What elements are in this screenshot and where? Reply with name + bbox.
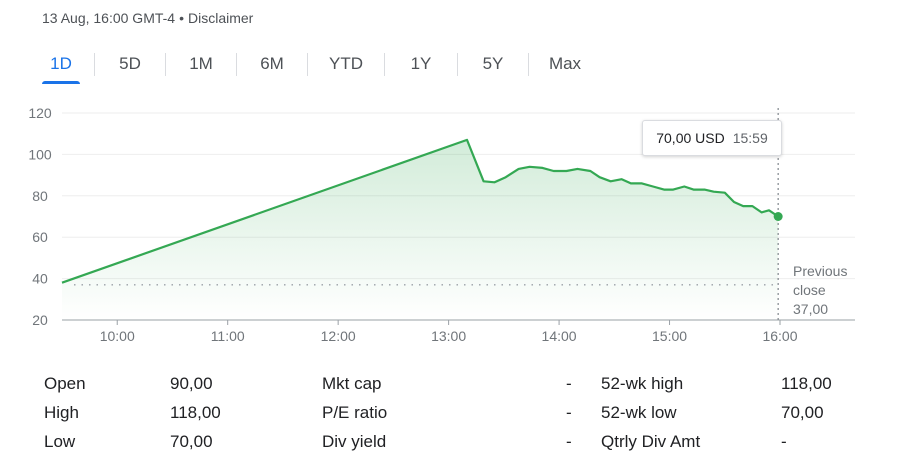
- stat-label-div-yield: Div yield: [322, 432, 387, 451]
- stats-row: Low 70,00 Div yield - Qtrly Div Amt -: [0, 428, 907, 456]
- tab-divider: [384, 53, 385, 76]
- previous-close-value: 37,00: [793, 301, 828, 317]
- previous-close-label: close: [793, 282, 826, 298]
- stat-label-high: High: [44, 403, 79, 422]
- stat-value-high: 118,00: [170, 403, 221, 422]
- tab-5y[interactable]: 5Y: [482, 54, 504, 73]
- tab-5d[interactable]: 5D: [119, 54, 141, 73]
- stat-label-qtrly-div-amt: Qtrly Div Amt: [601, 432, 701, 451]
- x-tick-label: 15:00: [652, 328, 687, 344]
- stat-value-open: 90,00: [170, 374, 213, 393]
- y-tick-label: 60: [32, 229, 48, 245]
- y-tick-label: 40: [32, 271, 48, 287]
- price-area-fill: [62, 139, 779, 320]
- tab-1m[interactable]: 1M: [189, 54, 213, 73]
- separator-dot: •: [179, 10, 184, 26]
- tab-6m[interactable]: 6M: [260, 54, 284, 73]
- stat-label-low: Low: [44, 432, 76, 451]
- tab-ytd[interactable]: YTD: [329, 54, 363, 73]
- stat-label-open: Open: [44, 374, 86, 393]
- price-chart[interactable]: 120 100 80 60 40 20 10:00 11:00 12:00 13:00 14:00…: [0, 95, 907, 360]
- tab-divider: [94, 53, 95, 76]
- range-tabs: 1D 5D 1M 6M YTD 1Y 5Y Max: [28, 48, 601, 86]
- stat-label-52wk-high: 52-wk high: [601, 374, 684, 393]
- tooltip-price: 70,00 USD: [656, 130, 725, 146]
- previous-close-label: Previous: [793, 263, 847, 279]
- x-tick-label: 12:00: [321, 328, 356, 344]
- y-tick-label: 100: [28, 146, 52, 162]
- tab-divider: [457, 53, 458, 76]
- stat-value-mkt-cap: -: [566, 374, 572, 393]
- x-tick-label: 13:00: [431, 328, 466, 344]
- x-tick-label: 10:00: [100, 328, 135, 344]
- y-tick-label: 20: [32, 312, 48, 328]
- stats-row: High 118,00 P/E ratio - 52-wk low 70,00: [0, 399, 907, 427]
- tab-1y[interactable]: 1Y: [410, 54, 432, 73]
- x-tick-label: 14:00: [542, 328, 577, 344]
- y-tick-label: 80: [32, 188, 48, 204]
- tab-divider: [236, 53, 237, 76]
- stat-value-qtrly-div-amt: -: [781, 432, 787, 451]
- tooltip-time: 15:59: [732, 130, 768, 146]
- tab-divider: [165, 53, 166, 76]
- tab-divider: [528, 53, 529, 76]
- price-tooltip: 70,00 USD 15:59: [642, 120, 782, 156]
- x-tick-label: 16:00: [762, 328, 797, 344]
- price-line: [61, 138, 779, 284]
- stat-label-mkt-cap: Mkt cap: [322, 374, 382, 393]
- stats-row: Open 90,00 Mkt cap - 52-wk high 118,00: [0, 370, 907, 398]
- stat-label-52wk-low: 52-wk low: [601, 403, 677, 422]
- tab-divider: [307, 53, 308, 76]
- y-axis-ticks: 120 100 80 60 40 20: [28, 105, 52, 328]
- quote-timestamp-line: 13 Aug, 16:00 GMT-4 • Disclaimer: [42, 10, 253, 26]
- tab-1d[interactable]: 1D: [28, 48, 94, 86]
- stat-label-pe-ratio: P/E ratio: [322, 403, 388, 422]
- disclaimer-link[interactable]: Disclaimer: [188, 10, 254, 26]
- stat-value-div-yield: -: [566, 432, 572, 451]
- timestamp-text: 13 Aug, 16:00 GMT-4: [42, 10, 176, 26]
- stat-value-low: 70,00: [170, 432, 213, 451]
- stat-value-52wk-high: 118,00: [781, 374, 832, 393]
- stat-value-pe-ratio: -: [566, 403, 572, 422]
- x-tick-label: 11:00: [211, 328, 245, 344]
- tab-max[interactable]: Max: [548, 54, 582, 73]
- last-price-dot: [773, 212, 783, 221]
- x-axis-ticks: 10:00 11:00 12:00 13:00 14:00 15:00 16:00: [100, 320, 798, 344]
- stat-value-52wk-low: 70,00: [781, 403, 824, 422]
- y-tick-label: 120: [28, 105, 52, 121]
